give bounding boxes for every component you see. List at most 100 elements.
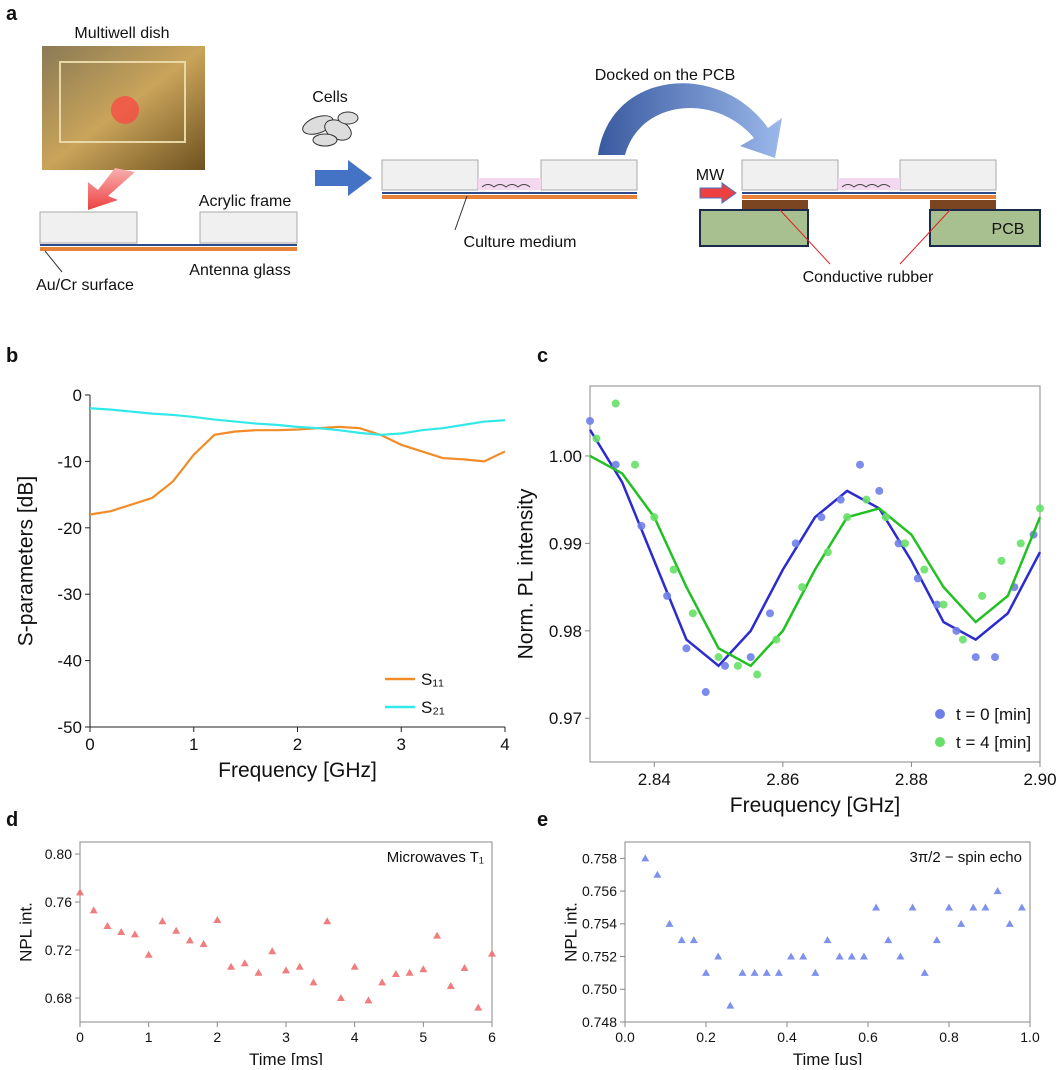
y-tick-label: 0.758 xyxy=(582,850,617,866)
point xyxy=(227,962,236,970)
point xyxy=(688,609,697,618)
point xyxy=(945,903,953,911)
line xyxy=(589,454,1042,668)
y-tick-label: -30 xyxy=(57,585,82,604)
y-axis-label: S-parameters [dB] xyxy=(15,476,38,646)
point xyxy=(682,644,691,653)
y-tick-label: 0.76 xyxy=(45,894,72,910)
y-axis-label: Norm. PL intensity xyxy=(515,488,538,659)
x-tick-label: 1.0 xyxy=(1020,1029,1040,1045)
point xyxy=(336,994,345,1001)
leader xyxy=(454,195,468,231)
x-tick-label: 2.86 xyxy=(766,770,799,789)
label: PCB xyxy=(992,221,1025,238)
point xyxy=(772,635,781,644)
legend-label: S₁₁ xyxy=(421,670,444,689)
point xyxy=(592,434,601,443)
point xyxy=(817,513,826,522)
y-tick-label: 0.754 xyxy=(582,916,617,932)
point xyxy=(689,936,698,944)
point xyxy=(254,968,263,976)
y-tick-label: 0.72 xyxy=(45,942,72,958)
point xyxy=(665,919,674,927)
point xyxy=(896,952,905,960)
point xyxy=(103,922,112,929)
rubber xyxy=(742,200,808,209)
point xyxy=(641,854,650,862)
x-tick-label: 4 xyxy=(351,1029,359,1045)
legend-label: t = 4 [min] xyxy=(956,733,1031,752)
y-tick-label: 0.80 xyxy=(45,846,72,862)
point xyxy=(433,931,442,939)
point xyxy=(901,539,909,548)
x-tick-label: 0.4 xyxy=(777,1029,797,1045)
x-tick-label: 5 xyxy=(419,1029,427,1045)
frame-block xyxy=(199,211,298,244)
point xyxy=(1017,903,1026,911)
point xyxy=(611,399,620,408)
frame-block xyxy=(39,211,138,244)
frame xyxy=(624,841,1031,1023)
point xyxy=(144,950,153,958)
point xyxy=(791,539,800,548)
point xyxy=(702,968,710,976)
x-axis-label: Time [ms] xyxy=(249,1050,323,1065)
y-tick-label: 0.752 xyxy=(582,948,617,964)
x-axis-label: Time [μs] xyxy=(793,1050,863,1065)
panel-label: a xyxy=(6,3,18,25)
panel: c 2.84 2.86 2.88 2.90 0.97 0.98 0.99 1.00 Freuque… xyxy=(515,345,1057,817)
point xyxy=(726,1001,735,1009)
point xyxy=(714,653,723,662)
point xyxy=(847,952,856,960)
point xyxy=(282,966,290,974)
point xyxy=(799,952,808,960)
point xyxy=(172,926,181,934)
point xyxy=(856,460,864,469)
point xyxy=(76,888,84,896)
x-tick-label: 3 xyxy=(397,735,406,754)
y-tick-label: 0.750 xyxy=(582,981,617,997)
point xyxy=(268,947,277,955)
y-tick-label: 0.748 xyxy=(582,1014,617,1030)
frame-block xyxy=(899,159,997,191)
point xyxy=(364,996,373,1004)
point xyxy=(474,1003,483,1011)
x-tick-label: 3 xyxy=(282,1029,290,1045)
arrow xyxy=(598,83,782,158)
x-tick-label: 4 xyxy=(500,735,509,754)
point xyxy=(997,556,1006,565)
point xyxy=(1005,919,1014,927)
legend-swatch xyxy=(935,737,945,747)
pcb xyxy=(929,209,1041,247)
x-tick-label: 0.2 xyxy=(696,1029,716,1045)
x-tick-label: 0 xyxy=(85,735,94,754)
point xyxy=(798,583,807,592)
photo-spot xyxy=(111,96,139,124)
point xyxy=(859,952,868,960)
point xyxy=(872,903,881,911)
point xyxy=(1036,504,1044,513)
point xyxy=(875,486,884,495)
y-tick-label: 0.756 xyxy=(582,883,617,899)
point xyxy=(669,565,678,574)
point xyxy=(746,653,755,662)
x-axis-label: Frequency [GHz] xyxy=(218,759,377,782)
x-tick-label: 0.0 xyxy=(615,1029,635,1045)
point xyxy=(309,978,318,986)
point xyxy=(836,495,845,504)
x-tick-label: 0.8 xyxy=(939,1029,959,1045)
photo-detail xyxy=(59,61,186,143)
arrow xyxy=(315,160,372,196)
point xyxy=(733,661,742,670)
point xyxy=(978,591,987,600)
point xyxy=(446,982,455,989)
panel: e 0.0 0.2 0.4 0.6 0.8 1.0 0.748 0.750 0.752 0.754 0… xyxy=(537,809,1040,1069)
point xyxy=(993,887,1002,895)
point xyxy=(753,670,762,679)
point xyxy=(213,916,222,923)
x-tick-label: 0 xyxy=(76,1029,84,1045)
point xyxy=(350,962,359,970)
label: MW xyxy=(696,167,725,184)
label: Docked on the PCB xyxy=(595,67,736,84)
